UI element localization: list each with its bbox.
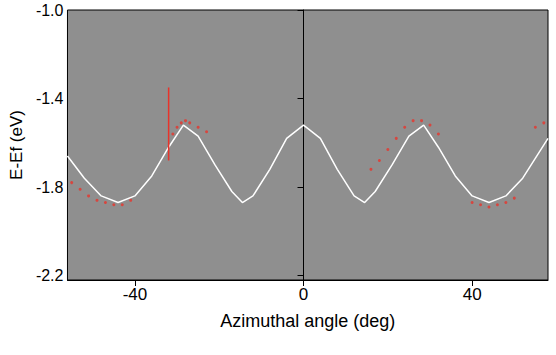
- svg-text:-2.2: -2.2: [36, 267, 64, 284]
- svg-text:-1.8: -1.8: [36, 179, 64, 196]
- svg-text:40: 40: [463, 285, 482, 304]
- svg-text:E-Ef (eV): E-Ef (eV): [7, 110, 26, 180]
- svg-text:Azimuthal angle (deg): Azimuthal angle (deg): [220, 311, 395, 331]
- svg-text:-40: -40: [123, 285, 148, 304]
- svg-text:-1.4: -1.4: [36, 90, 64, 107]
- svg-text:0: 0: [299, 285, 308, 304]
- svg-text:-1.0: -1.0: [36, 2, 64, 19]
